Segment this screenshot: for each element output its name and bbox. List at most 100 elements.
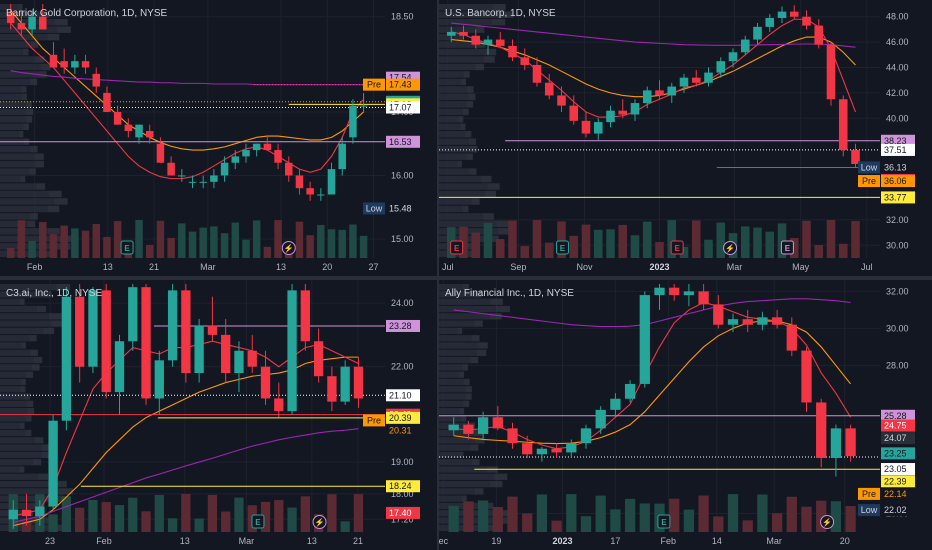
price-label[interactable]: Pre (363, 78, 385, 91)
price-label[interactable]: 23.25 (881, 447, 915, 460)
candle-body (103, 92, 111, 112)
svg-text:E: E (661, 518, 667, 527)
price-label[interactable]: 16.53 (386, 135, 420, 148)
price-label[interactable]: 22.39 (881, 475, 915, 488)
price-label[interactable]: Low (858, 161, 880, 174)
price-label[interactable]: Pre (858, 487, 880, 500)
candle-body (287, 290, 297, 412)
candle-body (742, 319, 753, 325)
price-label[interactable]: 20.39 (386, 411, 420, 424)
candle-body (471, 35, 481, 45)
price-tick-label: 15.00 (391, 234, 414, 244)
panel-divider-horizontal[interactable] (0, 276, 932, 280)
candle-body (199, 181, 207, 183)
candle-body (845, 428, 856, 457)
panel-divider-vertical[interactable] (437, 0, 439, 550)
time-tick-label: 13 (307, 536, 317, 546)
svg-text:38.23: 38.23 (884, 136, 907, 146)
svg-text:Pre: Pre (367, 415, 381, 425)
svg-text:24.07: 24.07 (884, 433, 907, 443)
price-label[interactable]: Low (858, 504, 880, 517)
price-label[interactable]: 24.75 (881, 419, 915, 432)
earnings-icon[interactable]: E (657, 514, 671, 529)
time-axis[interactable]: Feb 13 21 Mar 13 20 27 (0, 258, 437, 276)
split-icon[interactable]: ⚡ (723, 241, 738, 255)
price-label[interactable]: 22.02 (881, 504, 915, 517)
price-label[interactable]: 37.51 (881, 143, 915, 156)
chart-title: C3.ai, Inc., 1D, NYSE (6, 288, 103, 299)
price-label[interactable]: 33.77 (881, 191, 915, 204)
candle-body (327, 376, 337, 402)
price-label[interactable]: Pre (363, 414, 385, 427)
chart-panel-c3ai[interactable]: E ⚡ 24.00 22.00 19.00 18.00 17.20 23.28 21.10 20.… (0, 280, 437, 550)
candle-body (167, 162, 175, 176)
svg-text:Low: Low (861, 162, 878, 172)
candle-body (566, 443, 577, 453)
moving-average-line (453, 301, 852, 450)
svg-text:20.31: 20.31 (389, 425, 412, 435)
time-axis[interactable]: Jul Sep Nov 2023 Mar May Jul (439, 258, 932, 276)
price-label[interactable]: 15.48 (386, 202, 420, 215)
candle-body (698, 291, 709, 305)
split-icon[interactable]: ⚡ (312, 515, 327, 529)
time-tick-label: Feb (27, 262, 43, 272)
earnings-icon[interactable]: E (780, 240, 794, 255)
price-label[interactable]: Low (363, 202, 385, 215)
svg-text:15.48: 15.48 (389, 203, 412, 213)
candle-body (285, 162, 293, 176)
candle-body (313, 341, 324, 377)
price-label[interactable]: 20.31 (386, 424, 420, 437)
chart-panel-ally-financial[interactable]: E⚡32.0030.0028.0020.0025.2824.7524.0723.… (439, 280, 932, 550)
time-axis[interactable]: ec 19 2023 17 Feb 14 Mar 20 (439, 532, 932, 550)
price-label[interactable]: 17.07 (386, 101, 420, 114)
price-tick-label: 48.00 (886, 12, 909, 22)
earnings-icon[interactable]: E (120, 240, 134, 255)
price-label[interactable]: Pre (858, 175, 880, 188)
price-label[interactable]: 25.28 (881, 409, 915, 422)
candlesticks (448, 284, 856, 477)
candle-body (295, 175, 304, 189)
candle-body (135, 124, 143, 138)
earnings-icon[interactable]: E (251, 514, 265, 529)
candle-body (492, 417, 503, 429)
chart-canvas[interactable]: E ⚡ 24.00 22.00 19.00 18.00 17.20 23.28 21.10 20.… (0, 280, 437, 550)
candle-body (802, 16, 811, 26)
price-tick-label: 44.00 (886, 63, 909, 73)
price-label[interactable]: 17.43 (386, 78, 420, 91)
earnings-icon[interactable]: E (555, 240, 569, 255)
price-label[interactable]: 22.14 (881, 487, 915, 500)
price-label[interactable]: 38.23 (881, 134, 915, 147)
time-axis[interactable]: 23 Feb 13 Mar 13 21 (0, 532, 437, 550)
chart-canvas[interactable]: E⚡18.5017.0016.0015.0017.54Pre17.4317.16… (0, 0, 437, 276)
earnings-icon[interactable]: E (450, 240, 464, 255)
price-label[interactable]: 18.24 (386, 480, 420, 493)
split-icon[interactable]: ⚡ (820, 515, 835, 529)
split-icon[interactable]: ⚡ (281, 241, 296, 255)
price-label[interactable]: 36.06 (881, 175, 915, 188)
candle-body (353, 366, 364, 399)
chart-panel-us-bancorp[interactable]: E E E ⚡ E 48.00 46.00 44.00 42.00 40.00 32.00 30.00… (439, 0, 932, 276)
candle-body (61, 296, 72, 421)
price-label[interactable]: 17.40 (386, 506, 420, 519)
moving-average-line (10, 22, 365, 180)
svg-text:Pre: Pre (862, 489, 876, 499)
price-label[interactable]: 23.05 (881, 463, 915, 476)
svg-text:23.25: 23.25 (884, 448, 907, 458)
chart-canvas[interactable]: E E E ⚡ E 48.00 46.00 44.00 42.00 40.00 32.00 30.00… (439, 0, 932, 276)
price-label[interactable]: 21.10 (386, 389, 420, 402)
candle-body (327, 169, 336, 195)
candle-body (655, 90, 664, 96)
chart-panel-barrick-gold[interactable]: E⚡18.5017.0016.0015.0017.54Pre17.4317.16… (0, 0, 437, 276)
price-label[interactable]: 24.07 (881, 432, 915, 445)
price-tick-label: 32.00 (886, 286, 909, 296)
candle-body (630, 103, 640, 115)
candle-body (777, 11, 787, 18)
grid-lines (439, 0, 880, 258)
candle-body (220, 162, 229, 176)
earnings-icon[interactable]: E (670, 240, 684, 255)
chart-canvas[interactable]: E⚡32.0030.0028.0020.0025.2824.7524.0723.… (439, 280, 932, 550)
price-label[interactable]: 23.28 (386, 319, 420, 332)
price-label[interactable]: 36.13 (881, 161, 915, 174)
candle-body (340, 366, 350, 402)
candle-body (786, 324, 797, 351)
